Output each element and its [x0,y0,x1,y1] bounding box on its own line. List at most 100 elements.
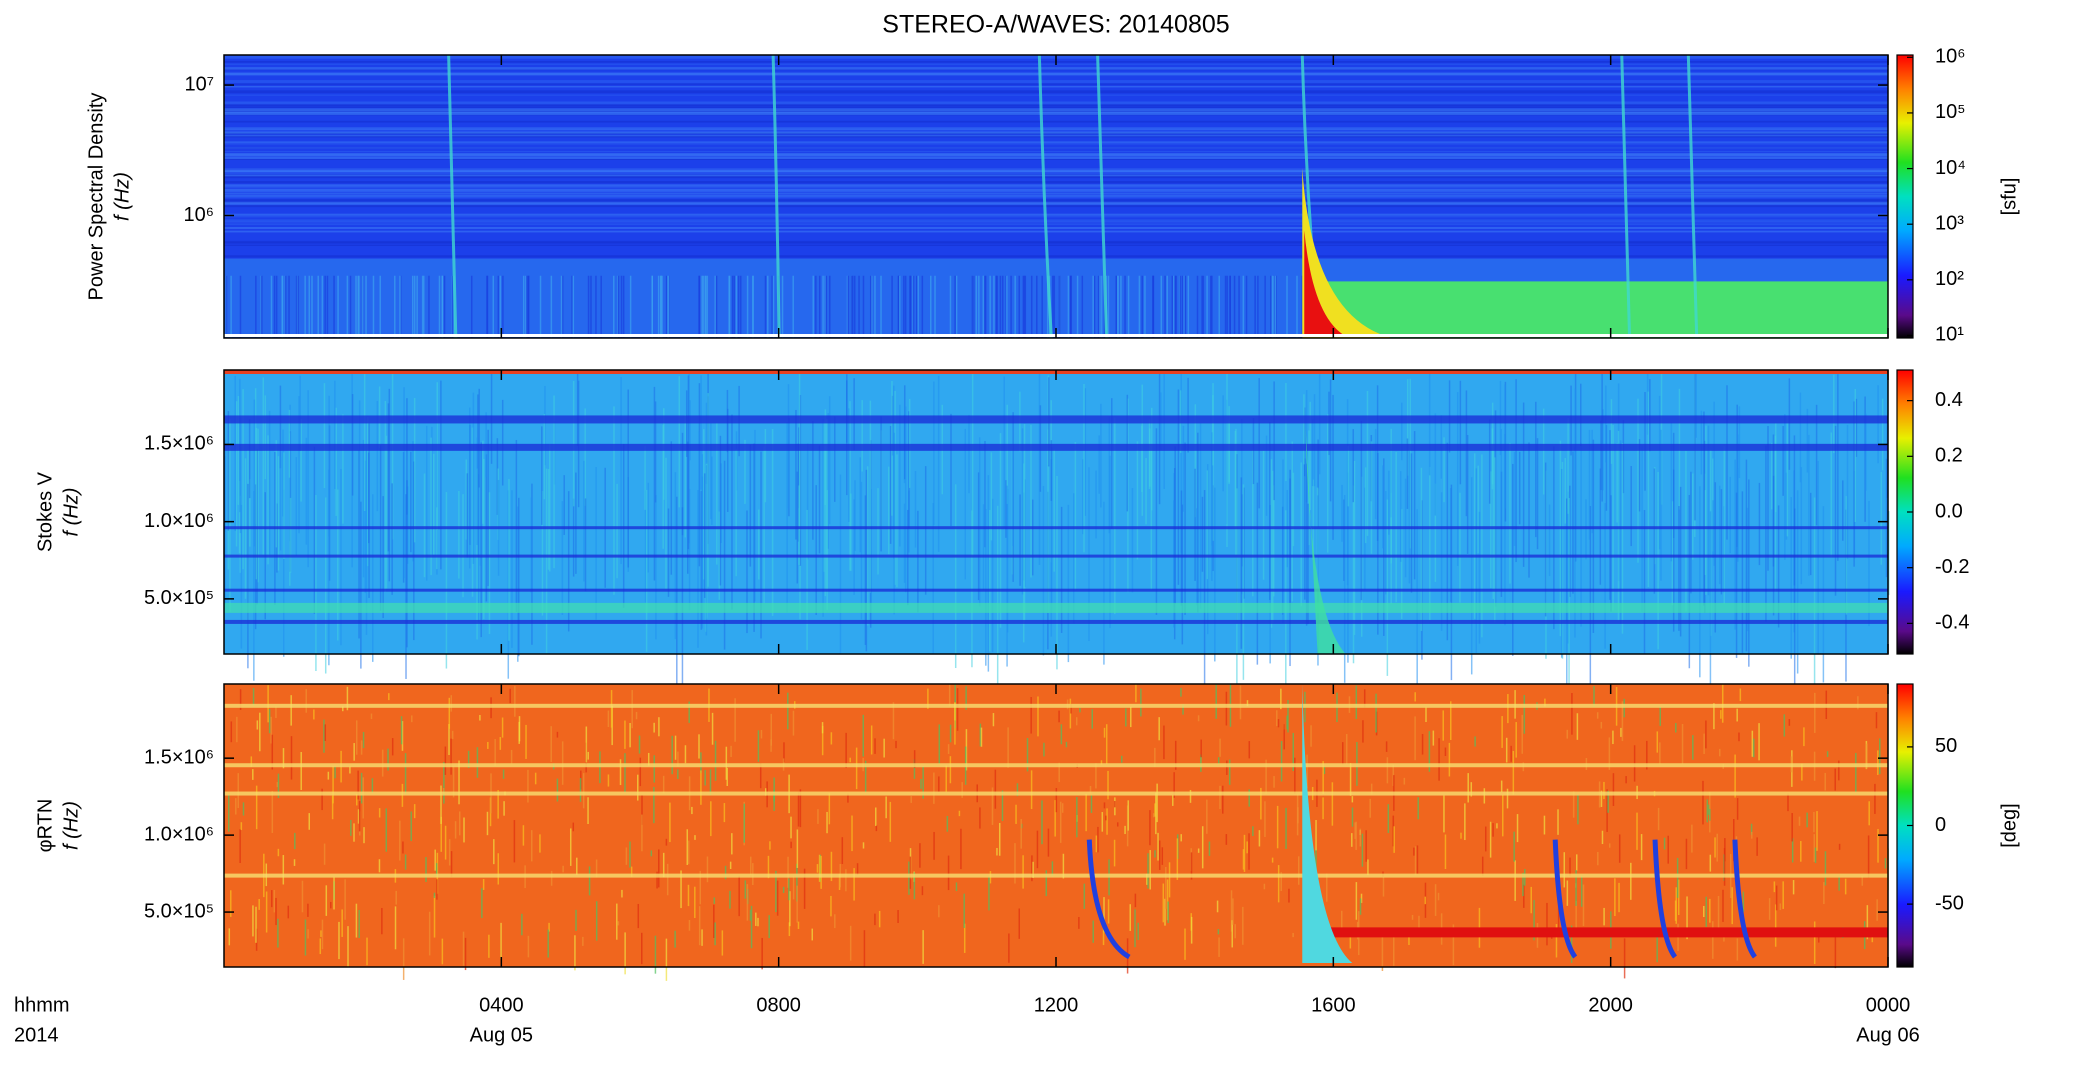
spectrogram-texture [731,275,734,338]
spectrogram-texture [1637,398,1639,563]
spectrogram-texture [1448,742,1451,777]
spectrogram-texture [1058,710,1060,723]
spectrogram-texture [824,409,827,597]
spectrogram-texture [1134,893,1137,908]
spectrogram-texture [1326,414,1329,553]
spectrogram-texture [255,427,258,580]
spectrogram-texture [509,688,511,704]
spectrogram-texture [224,188,1888,192]
spectrogram-texture [1280,741,1283,782]
spectrogram-texture [1187,275,1190,338]
spectrogram-texture [334,380,336,490]
spectrogram-texture [616,275,619,338]
spectrogram-texture [1722,889,1724,922]
spectrogram-texture [299,375,301,452]
spectrogram-texture [1219,738,1221,757]
spectrogram-texture [1507,694,1509,724]
spectrogram-texture [1692,473,1694,560]
spectrogram-texture [1522,872,1524,897]
spectrogram-texture [1111,398,1113,529]
spectrogram-texture [1703,411,1705,606]
spectrogram-texture [670,441,673,575]
spectrogram-texture [613,406,615,595]
spectrogram-texture [1877,385,1879,464]
spectrogram-texture [330,901,332,909]
spectrogram-texture [1392,929,1395,966]
spectrogram-texture [1172,275,1175,338]
spectrogram-texture [1879,738,1881,775]
spectrogram-texture [1709,808,1711,821]
spectrogram-texture [1575,854,1578,871]
spectrogram-texture [1414,716,1416,761]
spectrogram-texture [746,884,749,921]
spectrogram-texture [850,493,852,571]
spectrogram-texture [1731,887,1733,925]
spectrogram-texture [934,275,936,338]
spectrogram-texture [631,690,633,729]
spectrogram-texture [1242,275,1245,338]
spectrogram-texture [1437,892,1440,901]
spectrogram-texture [1808,434,1810,576]
spectrogram-texture [1288,888,1290,903]
spectrogram-texture [1406,379,1409,476]
spectrogram-texture [771,428,774,616]
spectrogram-texture [1072,493,1075,624]
spectrogram-texture [224,763,1888,768]
spectrogram-texture [440,380,442,570]
spectrogram-texture [1705,425,1707,595]
spectrogram-texture [1813,921,1816,964]
spectrogram-texture [702,275,705,338]
spectrogram-texture [425,857,427,882]
spectrogram-texture [1582,884,1585,927]
spectrogram-texture [321,919,324,950]
spectrogram-texture [582,936,584,946]
spectrogram-texture [584,408,586,506]
spectrogram-texture [1466,434,1469,554]
spectrogram-texture [1364,487,1366,591]
spectrogram-texture [703,429,705,580]
spectrogram-texture [1272,470,1274,624]
spectrogram-texture [1228,420,1230,483]
spectrogram-texture [1605,385,1607,463]
y-tick-label: 1.5×10⁶ [144,746,214,768]
spectrogram-texture [743,803,746,843]
spectrogram-texture [1355,821,1357,850]
spectrogram-texture [1352,429,1355,503]
spectrogram-texture [468,407,471,569]
spectrogram-texture [819,275,821,338]
spectrogram-texture [948,684,951,707]
colorbar-label: [sfu] [1998,178,2020,216]
spectrogram-texture [1081,275,1084,338]
spectrogram-texture [1056,476,1058,670]
spectrogram-texture [1456,392,1459,566]
spectrogram-texture [1706,799,1709,823]
spectrogram-texture [1494,410,1497,607]
spectrogram-texture [1090,795,1093,813]
spectrogram-texture [1224,275,1227,338]
spectrogram-texture [797,791,800,827]
spectrogram-texture [394,275,396,338]
spectrogram-texture [629,841,631,868]
spectrogram-texture [224,199,1888,202]
spectrogram-texture [1777,505,1780,628]
spectrogram-texture [323,383,326,489]
spectrogram-texture [885,796,887,819]
spectrogram-texture [1181,504,1184,645]
spectrogram-texture [739,275,742,338]
spectrogram-texture [893,432,895,615]
spectrogram-texture [864,760,867,793]
spectrogram-texture [1813,497,1816,694]
spectrogram-texture [560,275,563,338]
spectrogram-texture [723,803,726,823]
spectrogram-texture [277,456,280,571]
spectrogram-texture [728,275,731,338]
spectrogram-texture [698,734,700,759]
spectrogram-texture [1273,776,1275,788]
spectrogram-texture [1564,458,1567,524]
spectrogram-texture [1620,54,1632,339]
spectrogram-texture [1264,801,1266,837]
spectrogram-texture [1625,776,1627,784]
spectrogram-texture [493,839,495,865]
spectrogram-texture [324,275,326,338]
spectrogram-texture [616,903,618,940]
